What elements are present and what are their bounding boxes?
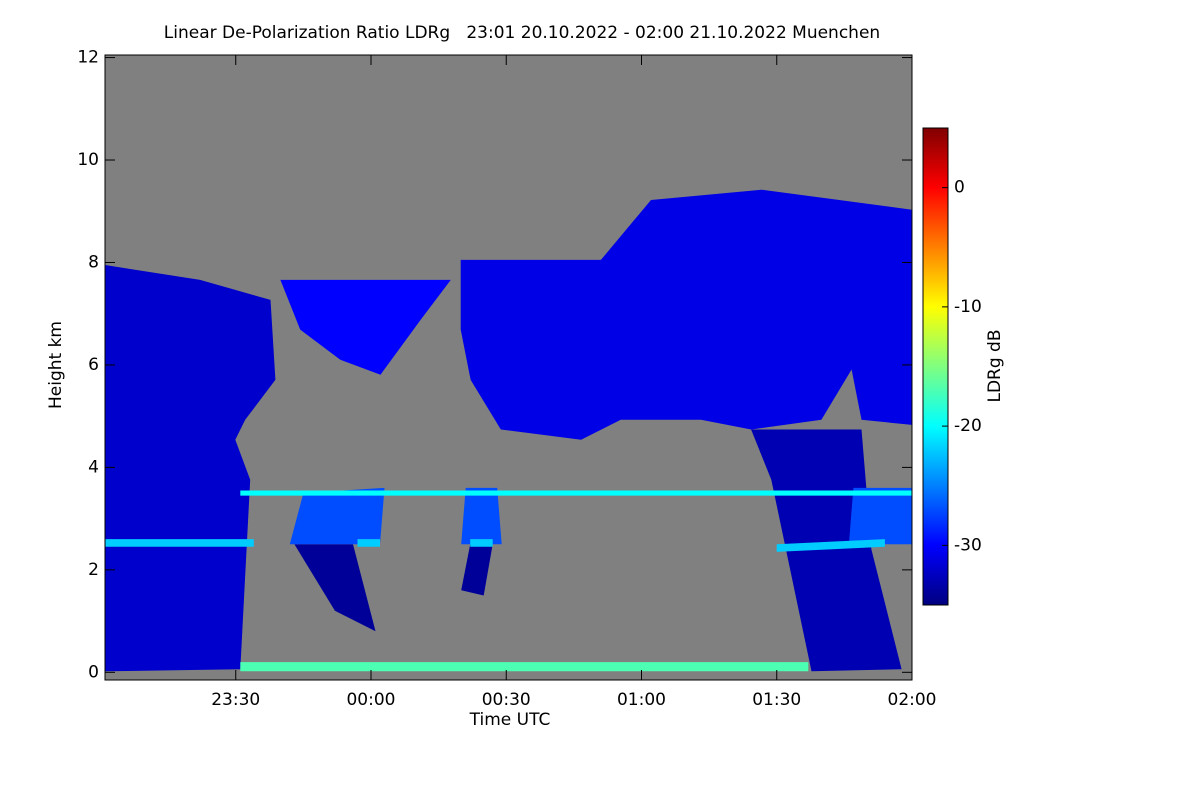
x-tick-label: 02:00 — [888, 690, 937, 710]
y-tick-label: 8 — [88, 252, 99, 272]
colorbar — [922, 127, 949, 606]
ldr-region — [294, 544, 376, 632]
x-tick-label: 01:30 — [752, 690, 801, 710]
ldr-region — [461, 487, 502, 545]
colorbar-tick-label: -20 — [954, 416, 982, 436]
colorbar-label: LDRg dB — [985, 329, 1005, 402]
ldr-region — [776, 539, 885, 552]
ldr-region — [460, 189, 912, 440]
colorbar-tick-label: -30 — [954, 535, 982, 555]
y-tick-label: 12 — [77, 48, 99, 68]
ldr-region — [289, 487, 385, 545]
x-tick-label: 01:00 — [617, 690, 666, 710]
x-axis-label: Time UTC — [469, 710, 551, 730]
y-axis-label: Height km — [46, 321, 66, 409]
ldr-region — [848, 487, 912, 545]
x-tick-label: 23:30 — [211, 690, 260, 710]
ldr-region — [105, 539, 254, 547]
y-tick-label: 0 — [88, 662, 99, 682]
ldr-region — [357, 539, 380, 547]
y-tick-label: 2 — [88, 560, 99, 580]
ldr-region — [240, 490, 913, 496]
ldr-region — [470, 539, 493, 547]
colorbar-tick-label: 0 — [954, 178, 965, 198]
ldr-region — [461, 544, 493, 596]
colorbar-tick-label: -10 — [954, 297, 982, 317]
ldr-region — [105, 265, 276, 672]
ldr-region — [240, 662, 809, 672]
chart-title: Linear De-Polarization Ratio LDRg 23:01 … — [164, 23, 880, 43]
ldr-region — [280, 279, 451, 375]
x-tick-label: 00:30 — [482, 690, 531, 710]
plot-frame — [104, 54, 913, 681]
y-tick-label: 10 — [77, 150, 99, 170]
x-tick-label: 00:00 — [346, 690, 395, 710]
y-tick-label: 4 — [88, 457, 99, 477]
y-tick-label: 6 — [88, 355, 99, 375]
